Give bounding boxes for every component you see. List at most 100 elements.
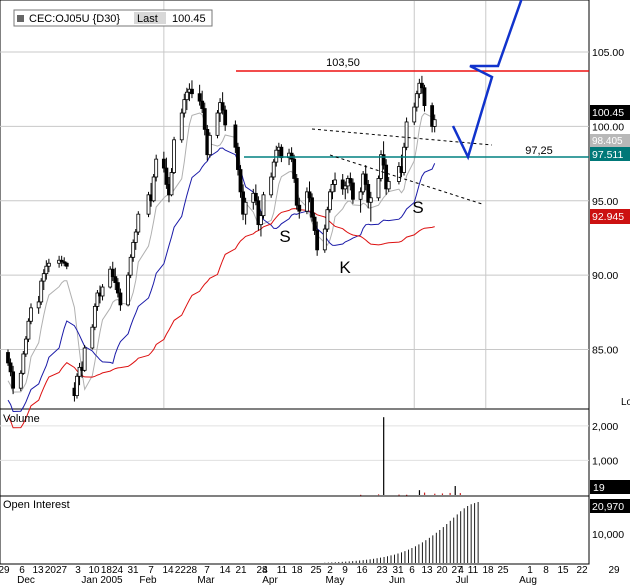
candle-body (330, 184, 335, 193)
x-day-label: 11 (468, 565, 479, 576)
candle-body (348, 178, 353, 184)
x-day-label: 7 (148, 565, 154, 576)
candle-body (351, 182, 355, 200)
candle-body (417, 82, 422, 95)
candle-body (164, 167, 169, 185)
candle-body (386, 181, 391, 190)
candle-body (379, 154, 383, 179)
x-day-label: 20 (436, 565, 448, 576)
candle-body (108, 268, 113, 288)
x-day-label: 1824 (101, 565, 124, 576)
open-interest-bars (324, 501, 479, 563)
candle-body (253, 192, 258, 202)
candle-body (368, 197, 373, 203)
candle-body (256, 200, 261, 225)
x-day-label: 10 (88, 565, 100, 576)
price-tick-label: 85.00 (592, 345, 618, 357)
candle-body (310, 197, 314, 218)
x-day-label: 21 (235, 565, 247, 576)
x-day-label: 18 (482, 565, 494, 576)
x-day-label: 4 (262, 565, 268, 576)
grid-lines (0, 1, 589, 461)
candle-body (236, 146, 240, 170)
candle-body (315, 230, 320, 251)
candle-body (261, 194, 266, 217)
candle-body (340, 179, 345, 190)
x-day-label: 9 (342, 565, 348, 576)
volume-bar (418, 490, 421, 495)
x-day-label: 3 (75, 565, 81, 576)
candle-body (26, 320, 31, 340)
candle-body (126, 274, 130, 306)
volume-bars (360, 417, 461, 496)
candle-body (23, 338, 28, 355)
candle-body (289, 152, 294, 160)
candle-body (358, 191, 363, 200)
last-label-bg (134, 12, 166, 24)
x-day-label: 29 (608, 565, 620, 576)
x-month-label: Aug (519, 575, 537, 585)
oi-last-tag (590, 499, 630, 513)
ma-slow-tag-text: 92.945 (592, 211, 624, 223)
candle-body (95, 292, 100, 307)
candle-body (297, 204, 302, 212)
candle-body (412, 106, 417, 123)
candle-body (328, 191, 332, 211)
candle-body (269, 176, 274, 196)
x-day-label: 25 (310, 565, 322, 576)
last-price-tag-text: 100.45 (592, 107, 624, 119)
ma-mid-tag-text: 97.511 (592, 149, 623, 161)
oi-last-tag-text: 20,970 (592, 501, 624, 513)
x-month-label: May (326, 575, 345, 585)
x-month-label: Jan 2005 (81, 575, 123, 585)
volume-bar (406, 494, 408, 496)
candle-body (133, 231, 138, 243)
candle-body (325, 209, 330, 230)
x-day-label: 13 (421, 565, 433, 576)
left-shoulder-label: S (279, 227, 290, 246)
candle-body (414, 93, 419, 108)
volume-bar (398, 494, 400, 496)
volume-bar (454, 486, 456, 495)
volume-bar (423, 492, 426, 495)
volume-last-tag-text: 19 (593, 482, 605, 494)
right-shoulder-label: S (412, 198, 423, 217)
price-tick-label: 100.00 (592, 121, 624, 133)
candle-body (274, 149, 279, 163)
panel-frames (0, 0, 590, 565)
volume-bar (441, 493, 444, 495)
x-day-label: 2228 (175, 565, 198, 576)
x-month-label: Feb (139, 575, 157, 585)
x-day-label: 1 (527, 565, 533, 576)
candle-body (366, 184, 371, 203)
last-value: 100.45 (172, 13, 206, 25)
candle-body (115, 282, 120, 294)
x-day-label: 14 (219, 565, 231, 576)
candle-body (238, 169, 243, 193)
x-day-label: 27 (451, 565, 463, 576)
candle-body (292, 158, 297, 179)
candle-body (41, 273, 46, 282)
x-day-label: 14 (162, 565, 174, 576)
candle-body (110, 268, 115, 278)
candle-body (422, 87, 427, 106)
y-axis-tick-labels: 105.00 100.00 95.00 90.00 85.00 2,000 1,000 10,… (592, 47, 624, 541)
candle-body (6, 352, 10, 364)
candle-body (233, 124, 238, 148)
x-day-label: 23 (376, 565, 388, 576)
volume-bar (383, 417, 385, 495)
candle-body (333, 179, 337, 185)
x-day-label: 31 (392, 565, 404, 576)
candle-body (100, 286, 105, 297)
ma-fast-tag-text: 98.405 (592, 136, 623, 147)
candle-body (18, 372, 23, 389)
candle-body (397, 166, 401, 182)
ma-mid-tag (590, 147, 630, 161)
candle-body (21, 353, 26, 374)
candle-body (11, 371, 16, 389)
series-swatch-icon (17, 15, 24, 22)
x-day-label: 7 (204, 565, 210, 576)
resistance-label: 103,50 (326, 57, 360, 69)
ma-slow-tag (590, 209, 630, 224)
